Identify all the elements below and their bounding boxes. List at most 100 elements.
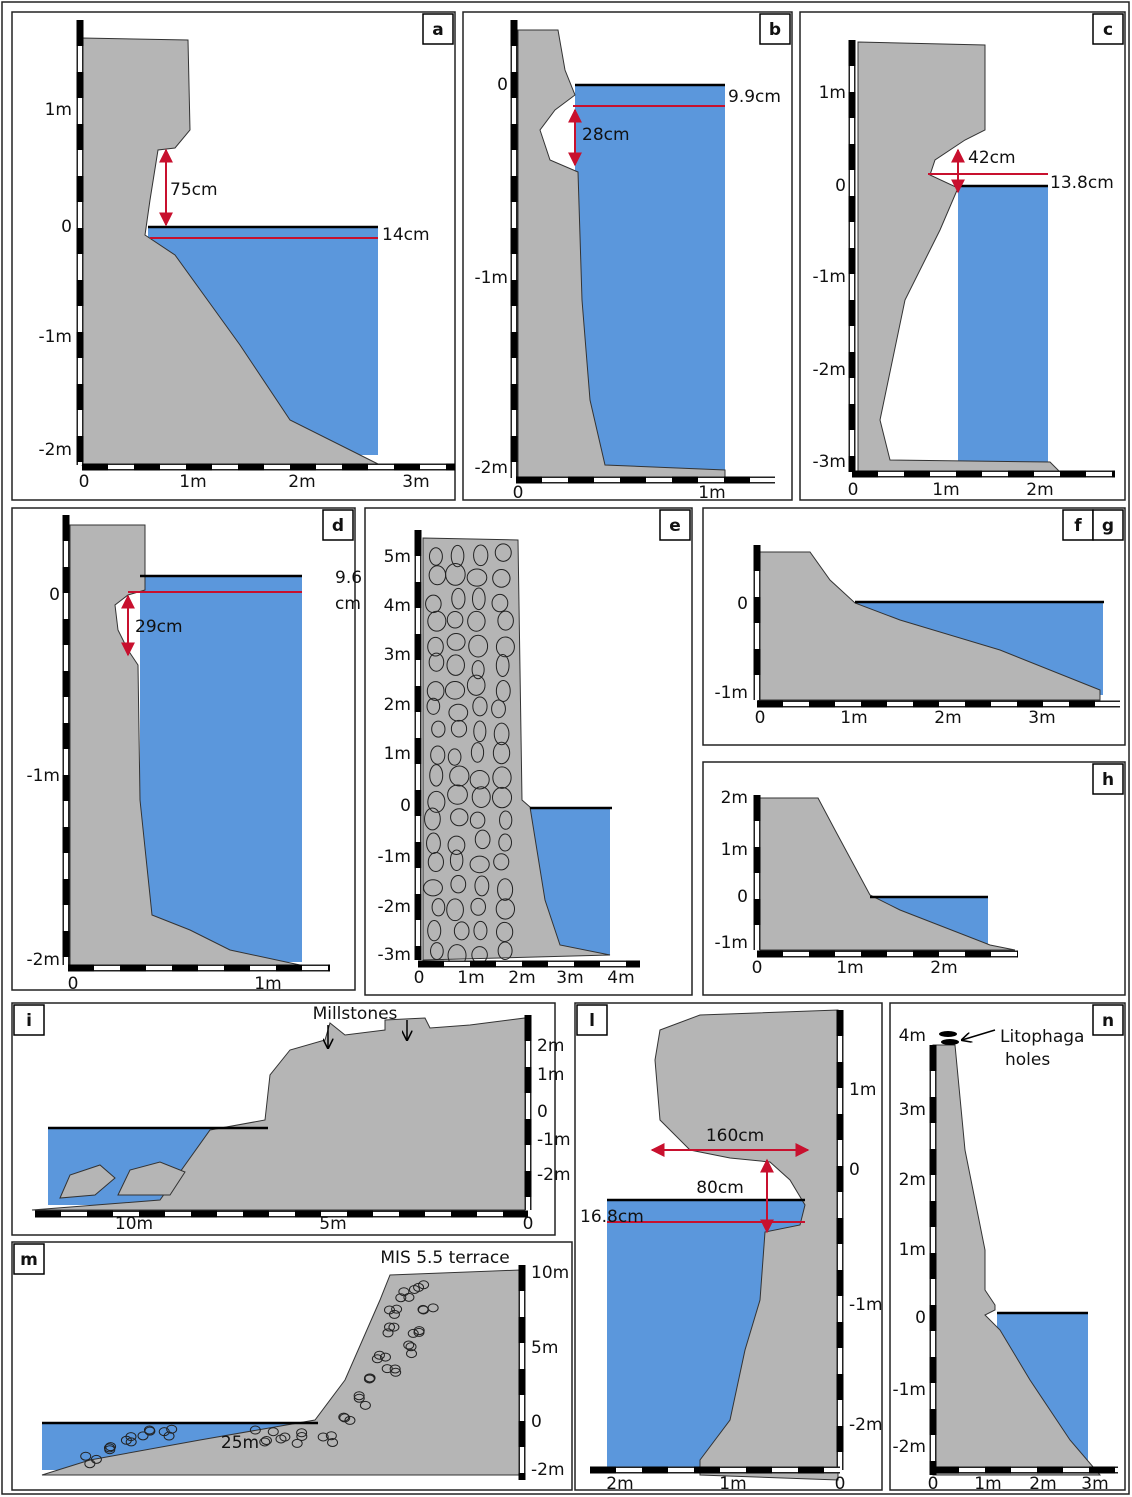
scale-label: 2m — [606, 1474, 633, 1494]
scale-label: 3m — [556, 968, 583, 988]
scale-label: 3m — [402, 472, 429, 492]
scale-label: 2m — [508, 968, 535, 988]
annotation: 80cm — [696, 1178, 744, 1198]
scale-label: -1m — [474, 268, 508, 288]
scale-label: 2m — [899, 1170, 926, 1190]
annotation: 16.8cm — [580, 1207, 644, 1227]
annotation: 42cm — [968, 148, 1016, 168]
annotation: 14cm — [382, 225, 430, 245]
scale-label: 0 — [737, 594, 748, 614]
scale-label: 10m — [115, 1214, 153, 1234]
scale-label: 3m — [384, 645, 411, 665]
panel-label: f — [1074, 516, 1082, 536]
scale-label: -3m — [812, 452, 846, 472]
scale-label: 2m — [537, 1036, 564, 1056]
scale-label: -2m — [892, 1437, 926, 1457]
annotation: 29cm — [135, 617, 183, 637]
scale-label: 0 — [835, 176, 846, 196]
scale-label: 1m — [45, 100, 72, 120]
scale-label: 1m — [849, 1080, 876, 1100]
scale-label: 0 — [61, 217, 72, 237]
scale-label: -1m — [812, 267, 846, 287]
scale-label: 0 — [737, 887, 748, 907]
panel-label: g — [1102, 516, 1114, 536]
sea — [958, 186, 1048, 466]
scale-label: 2m — [930, 958, 957, 978]
scale-label: -2m — [531, 1460, 565, 1480]
scale-label: -1m — [714, 933, 748, 953]
annotation: 13.8cm — [1050, 173, 1114, 193]
scale-label: 5m — [384, 547, 411, 567]
scale-label: 1m — [899, 1240, 926, 1260]
scale-label: 1m — [179, 472, 206, 492]
scale-label: 10m — [531, 1263, 569, 1283]
panel-label: c — [1103, 20, 1113, 40]
scale-label: -1m — [537, 1130, 571, 1150]
scale-label: -2m — [26, 950, 60, 970]
panel-label: i — [26, 1011, 32, 1031]
figure: a1m0-1m-2m01m2m3m75cm14cmb0-1m-2m01m9.9c… — [0, 0, 1132, 1497]
scale-label: 0 — [513, 483, 524, 503]
scale-label: 5m — [531, 1338, 558, 1358]
scale-label: 1m — [698, 483, 725, 503]
scale-label: 1m — [721, 840, 748, 860]
scale-label: 0 — [497, 75, 508, 95]
annotation: Millstones — [313, 1004, 398, 1024]
scale-label: 4m — [384, 596, 411, 616]
scale-label: 5m — [319, 1214, 346, 1234]
scale-label: -1m — [714, 683, 748, 703]
scale-label: 0 — [752, 958, 763, 978]
scale-label: 0 — [414, 968, 425, 988]
scale-label: -2m — [377, 897, 411, 917]
hole — [941, 1039, 959, 1045]
scale-label: 3m — [1028, 708, 1055, 728]
annotation: 28cm — [582, 125, 630, 145]
annotation: 75cm — [170, 180, 218, 200]
scale-label: 0 — [755, 708, 766, 728]
scale-label: 2m — [384, 695, 411, 715]
scale-label: 1m — [719, 1474, 746, 1494]
scale-label: -1m — [849, 1295, 883, 1315]
annotation: MIS 5.5 terrace — [380, 1248, 509, 1268]
scale-label: 2m — [288, 472, 315, 492]
scale-label: -3m — [377, 945, 411, 965]
panel-label: a — [432, 20, 443, 40]
scale-label: 0 — [915, 1308, 926, 1328]
panel-label: e — [669, 516, 681, 536]
annotation: 160cm — [706, 1126, 764, 1146]
annotation: 9.6 — [335, 568, 362, 588]
scale-label: -2m — [849, 1415, 883, 1435]
panel-label: b — [769, 20, 781, 40]
scale-label: -2m — [537, 1165, 571, 1185]
panel-label: d — [332, 516, 344, 536]
scale-label: 0 — [68, 974, 79, 994]
scale-label: 0 — [531, 1412, 542, 1432]
scale-label: -2m — [474, 458, 508, 478]
scale-label: 3m — [899, 1100, 926, 1120]
scale-label: -1m — [377, 847, 411, 867]
scale-label: 0 — [835, 1474, 846, 1494]
scale-label: 1m — [819, 83, 846, 103]
panel-label: l — [589, 1011, 595, 1031]
scale-label: 0 — [928, 1474, 939, 1494]
scale-label: 2m — [934, 708, 961, 728]
scale-label: 1m — [457, 968, 484, 988]
scale-label: 0 — [849, 1160, 860, 1180]
panel-label: m — [20, 1250, 38, 1270]
scale-label: 4m — [607, 968, 634, 988]
scale-label: 1m — [254, 974, 281, 994]
scale-label: 0 — [49, 585, 60, 605]
scale-label: 0 — [79, 472, 90, 492]
scale-label: 0 — [848, 480, 859, 500]
scale-label: 2m — [721, 788, 748, 808]
scale-label: 0 — [523, 1214, 534, 1234]
annotation: cm — [335, 594, 361, 614]
annotation: Litophaga — [1000, 1027, 1084, 1047]
scale-label: 1m — [932, 480, 959, 500]
scale-label: 3m — [1081, 1474, 1108, 1494]
scale-label: 2m — [1026, 480, 1053, 500]
panel-label: n — [1102, 1011, 1114, 1031]
scale-label: 1m — [840, 708, 867, 728]
annotation: holes — [1005, 1050, 1050, 1070]
scale-label: 2m — [1029, 1474, 1056, 1494]
